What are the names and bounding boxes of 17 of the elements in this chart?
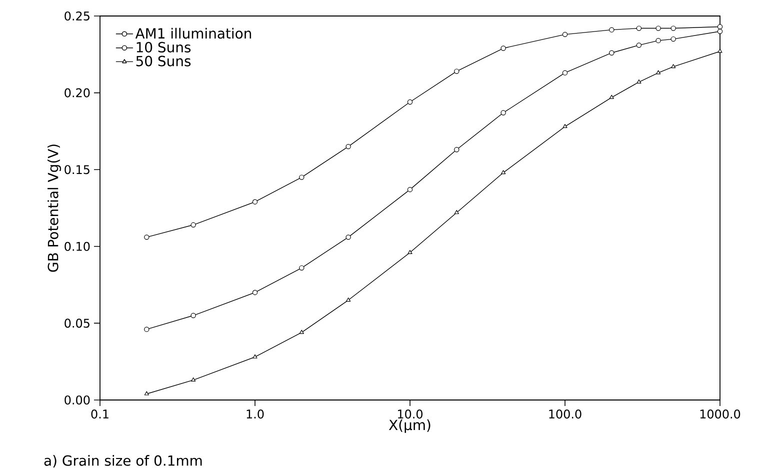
x-tick-label: 0.1 <box>91 410 108 419</box>
legend-label: 10 Suns <box>136 42 191 52</box>
y-tick-label: 0.20 <box>64 88 90 98</box>
y-tick-label: 0.10 <box>64 242 90 251</box>
y-axis-title: GB Potential Vg(V) <box>48 144 62 272</box>
text: a) Grain size of 0.1mm <box>44 455 202 468</box>
legend-label: AM1 illumination <box>135 28 252 39</box>
y-tick-label: 0.15 <box>64 165 90 174</box>
x-tick-label: 10.0 <box>398 410 423 419</box>
y-tick-label: 0.05 <box>64 318 90 328</box>
x-tick-label: 1000.0 <box>700 410 740 419</box>
x-tick-label: 1.0 <box>246 410 264 419</box>
x-axis-title: X(μm) <box>388 419 430 433</box>
legend-label: 50 Suns <box>136 56 191 66</box>
x-tick-label: 100.0 <box>549 410 582 419</box>
y-tick-label: 0.25 <box>64 11 90 21</box>
y-tick-label: 0.00 <box>64 395 90 405</box>
